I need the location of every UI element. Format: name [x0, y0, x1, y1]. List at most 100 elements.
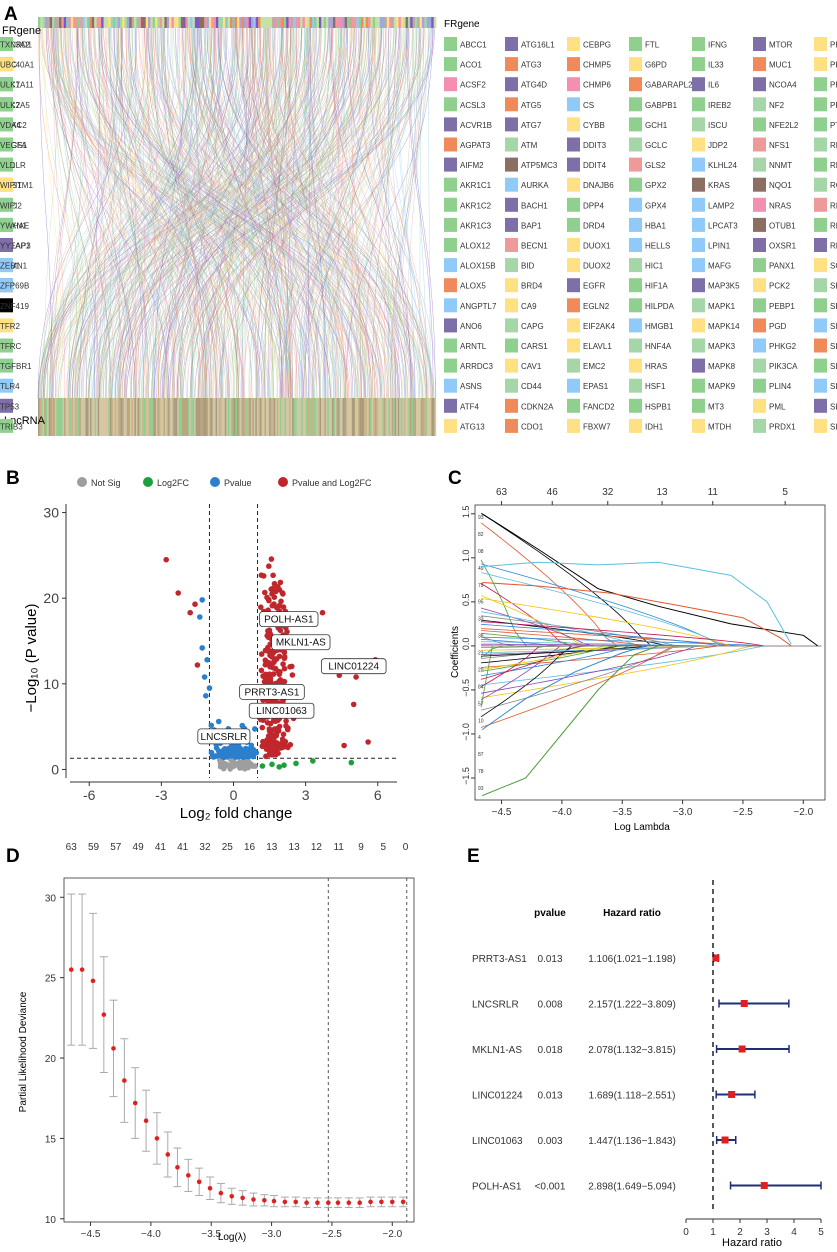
sankey-top-bar [349, 17, 353, 28]
sankey-flow [332, 27, 359, 399]
sankey-legend-label: ATG16L1 [521, 41, 555, 50]
lasso-x-tick-label: −4.5 [492, 807, 512, 818]
forest-row-hr: 1.689(1.118−2.551) [589, 1091, 676, 1102]
sankey-legend-label: PRDX1 [769, 422, 796, 431]
sankey-flow [135, 27, 234, 399]
sankey-top-bar [332, 17, 336, 28]
sankey-legend-label: ANGPTL7 [460, 302, 497, 311]
sankey-legend-swatch [692, 117, 705, 132]
sankey-flow [98, 27, 315, 399]
sankey-bottom-bar [353, 398, 356, 436]
sankey-top-bar [239, 17, 242, 28]
sankey-legend-swatch [629, 278, 642, 293]
sankey-legend-label: MAPK9 [708, 382, 736, 391]
sankey-top-bar [49, 17, 53, 28]
sankey-bottom-bar [305, 398, 308, 436]
sankey-bottom-bar [390, 398, 392, 436]
sankey-legend-swatch [0, 398, 13, 413]
sankey-flow [99, 27, 213, 399]
sankey-flow [254, 27, 347, 399]
sankey-top-bar [272, 17, 275, 28]
sankey-bottom-bar [298, 398, 300, 436]
sankey-legend-swatch [505, 217, 518, 232]
sankey-legend-label: GCH1 [645, 121, 668, 130]
sankey-bottom-bar [256, 398, 259, 436]
sankey-legend-label: DDIT3 [583, 141, 607, 150]
sankey-top-bar [356, 17, 360, 28]
sankey-legend-swatch [444, 298, 457, 313]
sankey-bottom-bar [301, 398, 304, 436]
sankey-legend-swatch [814, 77, 827, 92]
sankey-legend-swatch [629, 318, 642, 333]
sankey-top-bar [323, 17, 327, 28]
sankey-top-bar [211, 17, 214, 28]
cv-point [400, 1199, 406, 1205]
sankey-top-bar [197, 17, 200, 28]
sankey-bottom-bar [73, 398, 75, 436]
sankey-top-bar [143, 17, 146, 28]
sankey-bottom-bar [377, 398, 380, 436]
sankey-legend-swatch [814, 278, 827, 293]
volcano-point [277, 627, 284, 634]
sankey-bottom-bar [279, 398, 282, 436]
sankey-bottom-bar [385, 398, 388, 436]
volcano-point [277, 579, 284, 586]
sankey-flow [70, 27, 345, 399]
sankey-legend-swatch [629, 177, 642, 192]
sankey-top-bar [428, 17, 432, 28]
sankey-legend-label: NF2 [769, 101, 785, 110]
sankey-legend-label: HMGB1 [645, 322, 674, 331]
sankey-bottom-bar [290, 398, 293, 436]
sankey-bottom-bar [224, 398, 227, 436]
sankey-legend-swatch [753, 278, 766, 293]
sankey-flow [89, 27, 206, 399]
sankey-bottom-bar [370, 398, 372, 436]
sankey-flow [88, 27, 397, 399]
volcano-point [269, 654, 275, 660]
sankey-bottom-bar [134, 398, 137, 436]
cv-top-tick-label: 57 [110, 842, 122, 853]
volcano-point [270, 664, 276, 671]
lasso-coefficient-path [480, 645, 822, 718]
sankey-top-bar [117, 17, 121, 28]
sankey-bottom-bar [316, 398, 319, 436]
volcano-point [271, 726, 278, 732]
forest-row-pvalue: 0.003 [537, 1136, 562, 1147]
sankey-legend-label: ALOX12 [460, 242, 491, 251]
sankey-flow [37, 27, 138, 399]
sankey-top-bar [119, 17, 123, 28]
cv-top-tick-label: 49 [133, 842, 145, 853]
sankey-bottom-bar [149, 398, 152, 436]
sankey-bottom-bar [184, 398, 187, 436]
forest-row-pvalue: 0.013 [537, 954, 562, 965]
sankey-legend-label: MTDH [708, 422, 731, 431]
sankey-top-bar [283, 17, 287, 28]
sankey-legend-swatch [444, 278, 457, 293]
sankey-bottom-bar [383, 398, 386, 436]
volcano-point [261, 678, 268, 685]
forest-x-tick-label: 1 [710, 1227, 716, 1238]
sankey-legend-label: LPCAT3 [708, 221, 738, 230]
cv-point [346, 1200, 352, 1206]
cv-ylabel: Partial Likelihood Deviance [18, 991, 29, 1112]
sankey-legend-swatch [629, 258, 642, 273]
sankey-flow [41, 27, 320, 399]
sankey-top-bar [304, 17, 308, 28]
sankey-legend-swatch [567, 298, 580, 313]
sankey-legend-label: PCK2 [769, 282, 790, 291]
sankey-bottom-bar [120, 398, 123, 436]
sankey-bottom-bar [261, 398, 264, 436]
sankey-top-bar [204, 17, 207, 28]
sankey-bottom-bar [321, 398, 323, 436]
lasso-coefficient-path [480, 632, 822, 647]
sankey-legend-swatch [444, 177, 457, 192]
sankey-legend-swatch [444, 217, 457, 232]
sankey-top-bar [40, 17, 43, 28]
sankey-legend-swatch [753, 217, 766, 232]
forest-row-name: PRRT3-AS1 [472, 954, 527, 965]
sankey-top-bar [208, 17, 212, 28]
sankey-bottom-bar [362, 398, 365, 436]
sankey-bottom-bar [83, 398, 86, 436]
sankey-flow [191, 27, 308, 399]
